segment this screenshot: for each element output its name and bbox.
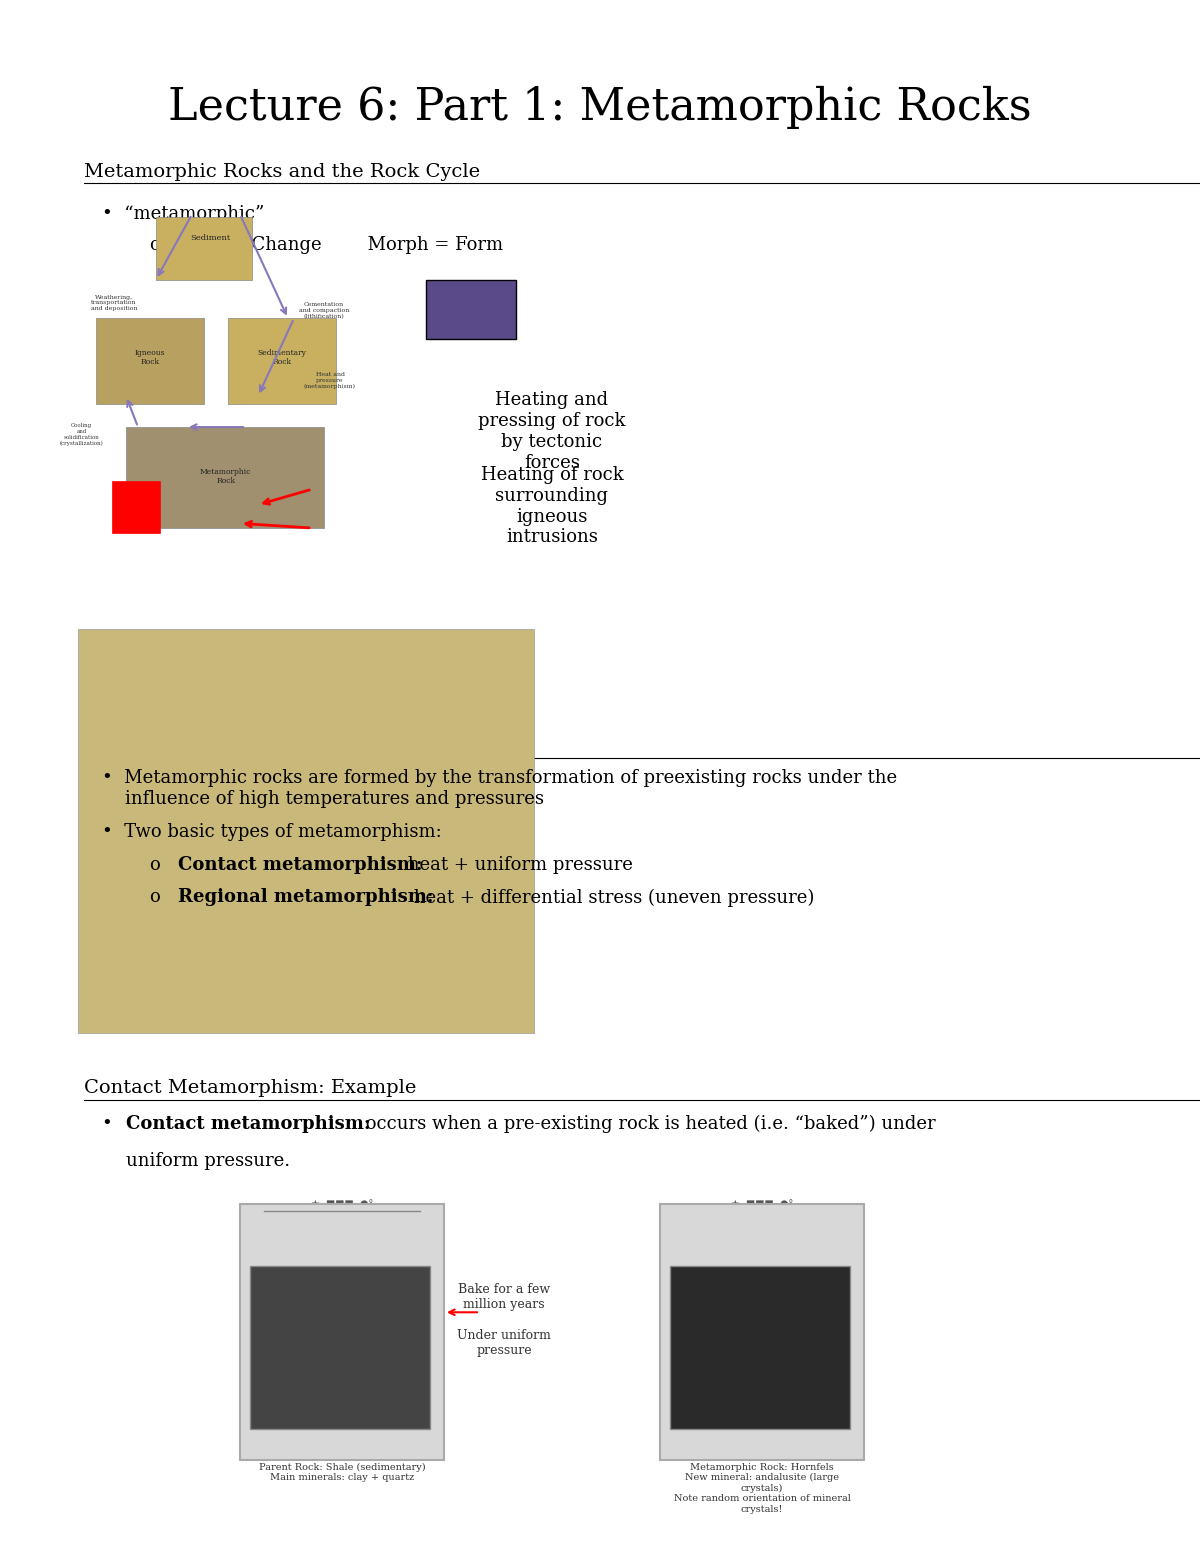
Text: Parent Rock: Shale (sedimentary)
Main minerals: clay + quartz: Parent Rock: Shale (sedimentary) Main mi… <box>259 1463 425 1483</box>
Text: uniform pressure.: uniform pressure. <box>126 1152 290 1171</box>
Text: Metamorphic Rock: Hornfels
New mineral: andalusite (large
crystals)
Note random : Metamorphic Rock: Hornfels New mineral: … <box>673 1463 851 1514</box>
Text: Lecture 6: Part 1: Metamorphic Rocks: Lecture 6: Part 1: Metamorphic Rocks <box>168 85 1032 129</box>
Text: Heat and
pressure
(metamorphism): Heat and pressure (metamorphism) <box>304 373 356 388</box>
Text: •  “metamorphic”: • “metamorphic” <box>102 205 264 224</box>
Text: Metamorphism: Metamorphism <box>84 738 234 756</box>
Text: Igneous
Rock: Igneous Rock <box>134 348 166 367</box>
Text: Heating of rock
surrounding
igneous
intrusions: Heating of rock surrounding igneous intr… <box>481 466 623 547</box>
Text: Metamorphic
Rock: Metamorphic Rock <box>200 467 251 486</box>
Text: •  Metamorphic rocks are formed by the transformation of preexisting rocks under: • Metamorphic rocks are formed by the tr… <box>102 769 898 808</box>
Text: Sedimentary
Rock: Sedimentary Rock <box>258 348 306 367</box>
Text: occurs when a pre-existing rock is heated (i.e. “baked”) under: occurs when a pre-existing rock is heate… <box>360 1115 936 1134</box>
Text: o: o <box>150 888 178 907</box>
Text: •  Two basic types of metamorphism:: • Two basic types of metamorphism: <box>102 823 442 842</box>
Text: o: o <box>150 856 178 874</box>
FancyBboxPatch shape <box>96 318 204 404</box>
Text: heat + differential stress (uneven pressure): heat + differential stress (uneven press… <box>408 888 815 907</box>
Text: Sediment: Sediment <box>190 233 230 242</box>
Text: Metamorphic Rocks and the Rock Cycle: Metamorphic Rocks and the Rock Cycle <box>84 163 480 182</box>
Text: ★  ■■■  ●°: ★ ■■■ ●° <box>311 1199 373 1208</box>
FancyBboxPatch shape <box>228 318 336 404</box>
Text: Heating and
pressing of rock
by tectonic
forces: Heating and pressing of rock by tectonic… <box>479 391 625 472</box>
FancyBboxPatch shape <box>240 1204 444 1460</box>
Text: Weathering,
transportation
and deposition: Weathering, transportation and depositio… <box>91 295 137 311</box>
Text: o   Meta = Change        Morph = Form: o Meta = Change Morph = Form <box>150 236 503 255</box>
FancyBboxPatch shape <box>126 427 324 528</box>
FancyBboxPatch shape <box>660 1204 864 1460</box>
FancyBboxPatch shape <box>426 280 516 339</box>
Text: •: • <box>102 1115 125 1134</box>
Text: Bake for a few
million years: Bake for a few million years <box>458 1283 550 1311</box>
FancyBboxPatch shape <box>250 1266 430 1429</box>
FancyBboxPatch shape <box>670 1266 850 1429</box>
Text: Contact Metamorphism: Example: Contact Metamorphism: Example <box>84 1079 416 1098</box>
Text: ★  ■■■  ●°: ★ ■■■ ●° <box>731 1199 793 1208</box>
Text: Contact metamorphism:: Contact metamorphism: <box>178 856 422 874</box>
Text: Cementation
and compaction
(lithification): Cementation and compaction (lithificatio… <box>299 303 349 318</box>
Text: Cooling
and
solidification
(crystallization): Cooling and solidification (crystallizat… <box>60 424 103 446</box>
FancyBboxPatch shape <box>78 629 534 1033</box>
FancyBboxPatch shape <box>156 217 252 280</box>
FancyBboxPatch shape <box>112 481 160 533</box>
Text: heat + uniform pressure: heat + uniform pressure <box>402 856 632 874</box>
Text: Contact metamorphism:: Contact metamorphism: <box>126 1115 371 1134</box>
Text: Regional metamorphism:: Regional metamorphism: <box>178 888 433 907</box>
Text: Under uniform
pressure: Under uniform pressure <box>457 1329 551 1357</box>
